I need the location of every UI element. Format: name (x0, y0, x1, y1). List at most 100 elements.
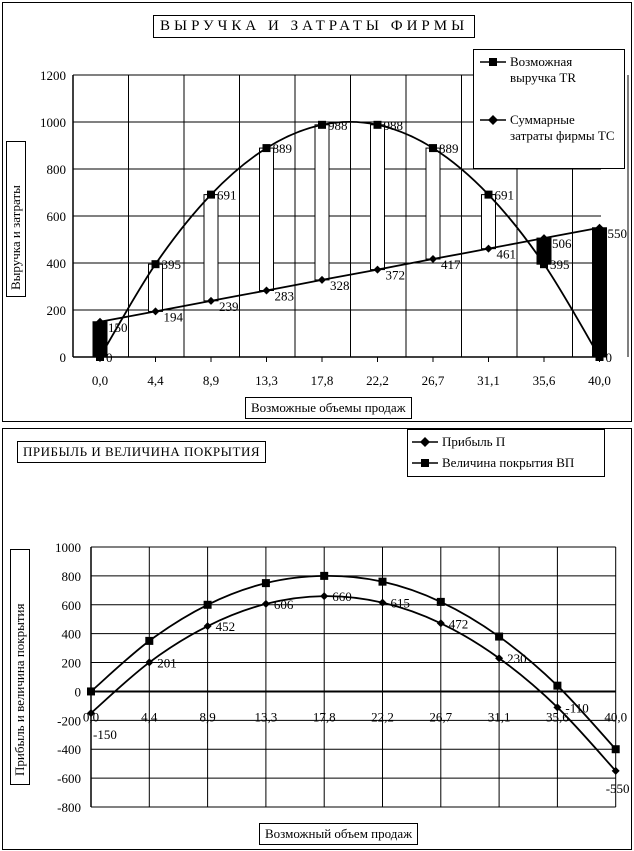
x-tick-label: 17,8 (313, 709, 336, 724)
data-point (262, 286, 271, 295)
x-tick-label: 0,0 (92, 373, 108, 388)
legend-item-coverage: Величина покрытия ВП (442, 455, 575, 470)
data-point (484, 244, 493, 253)
x-tick-label: 26,7 (429, 709, 452, 724)
data-label: 615 (391, 596, 411, 611)
data-point (207, 296, 215, 305)
y-tick-label: 800 (47, 162, 67, 177)
data-point (495, 654, 504, 663)
data-label: 239 (219, 299, 239, 314)
chart-title: ВЫРУЧКА И ЗАТРАТЫ ФИРМЫ (153, 15, 476, 38)
x-tick-label: 4,4 (141, 709, 158, 724)
data-point (429, 144, 437, 153)
data-label: 889 (273, 141, 293, 156)
data-point (595, 353, 604, 361)
y-tick-label: -200 (57, 713, 81, 728)
data-point (436, 597, 445, 606)
x-tick-label: 13,3 (255, 373, 278, 388)
data-point (378, 598, 387, 607)
data-point (611, 766, 620, 775)
data-label: 328 (330, 278, 350, 293)
profit-coverage-chart-panel: ПРИБЫЛЬ И ВЕЛИЧИНА ПОКРЫТИЯ -800 -600 -400… (2, 428, 632, 850)
data-label: 550 (608, 226, 628, 241)
data-point (96, 353, 104, 361)
y-tick-label: 600 (62, 598, 82, 613)
y-tick-label: -400 (57, 742, 81, 757)
x-tick-label: 13,3 (255, 709, 278, 724)
revenue-cost-chart-panel: ВЫРУЧКА И ЗАТРАТЫ ФИРМЫ 0 200 400 600 800 100… (2, 2, 632, 422)
x-tick-label: 17,8 (311, 373, 334, 388)
x-tick-label: 31,1 (477, 373, 500, 388)
data-label: 150 (108, 320, 128, 335)
data-label: 660 (332, 589, 352, 604)
y-axis-label-box: Выручка и затраты (6, 141, 26, 297)
data-point (429, 255, 437, 264)
y-axis-label: Выручка и затраты (8, 185, 23, 290)
y-tick-label: 200 (62, 656, 82, 671)
legend: Прибыль П Величина покрытия ВП (407, 429, 605, 477)
data-point (203, 622, 212, 631)
data-point (320, 571, 329, 580)
x-tick-label: 22,2 (371, 709, 394, 724)
data-point (145, 658, 154, 667)
data-label: 988 (384, 118, 404, 133)
y-tick-label: 1200 (40, 68, 66, 83)
y-tick-label: 800 (62, 569, 82, 584)
data-label: -150 (93, 727, 117, 742)
revenue-cost-chart: 0 200 400 600 800 1000 1200 0,0 4,4 8,9 13,3 17,8 22… (40, 68, 629, 388)
data-label: 0 (606, 350, 613, 365)
x-tick-label: 22,2 (366, 373, 389, 388)
data-label: 988 (328, 118, 348, 133)
data-label: 194 (164, 309, 184, 324)
data-point (553, 703, 562, 712)
legend-item-profit: Прибыль П (442, 434, 506, 449)
x-tick-label: 35,6 (533, 373, 556, 388)
data-point (373, 265, 382, 274)
data-point (96, 317, 104, 326)
data-point (207, 190, 215, 199)
x-tick-label: 8,9 (203, 373, 219, 388)
x-tick-label: 8,9 (199, 709, 215, 724)
data-point (151, 260, 160, 269)
y-tick-label: -800 (57, 800, 81, 815)
x-tick-label: 26,7 (422, 373, 445, 388)
data-label: 506 (552, 236, 572, 251)
y-tick-label: 1000 (55, 540, 81, 555)
data-point (378, 577, 387, 586)
data-label: 372 (386, 268, 406, 283)
data-point (318, 275, 326, 284)
data-point (495, 632, 504, 641)
series-line (90, 595, 617, 772)
x-tick-label: 40,0 (588, 373, 611, 388)
y-tick-label: -600 (57, 771, 81, 786)
data-point (145, 636, 154, 645)
data-point (203, 600, 212, 609)
profit-coverage-chart: -800-600-400-200020040060080010000,04,48… (55, 540, 630, 815)
data-point (261, 579, 270, 588)
chart-title: ПРИБЫЛЬ И ВЕЛИЧИНА ПОКРЫТИЯ (17, 441, 267, 463)
data-label: -550 (606, 781, 630, 796)
y-tick-label: 400 (62, 627, 82, 642)
data-point (595, 223, 604, 232)
data-label: 230 (507, 651, 526, 666)
y-tick-label: 400 (47, 256, 67, 271)
updown-bar (259, 147, 274, 291)
y-tick-label: 0 (75, 684, 82, 699)
data-point (540, 234, 548, 243)
series-line (99, 226, 600, 323)
data-label: 395 (162, 257, 182, 272)
legend-item-revenue: Возможная выручка TR (510, 54, 576, 85)
data-point (261, 599, 270, 608)
data-point (553, 681, 562, 690)
y-tick-label: 600 (47, 209, 67, 224)
data-label: 691 (495, 188, 515, 203)
x-tick-label: 31,1 (488, 709, 511, 724)
data-label: 472 (449, 616, 469, 631)
y-tick-label: 200 (47, 303, 67, 318)
data-label: -110 (565, 700, 588, 715)
data-label: 691 (217, 188, 237, 203)
data-point (318, 120, 326, 129)
data-point (320, 592, 329, 601)
data-label: 452 (216, 619, 236, 634)
updown-bar (425, 147, 441, 260)
